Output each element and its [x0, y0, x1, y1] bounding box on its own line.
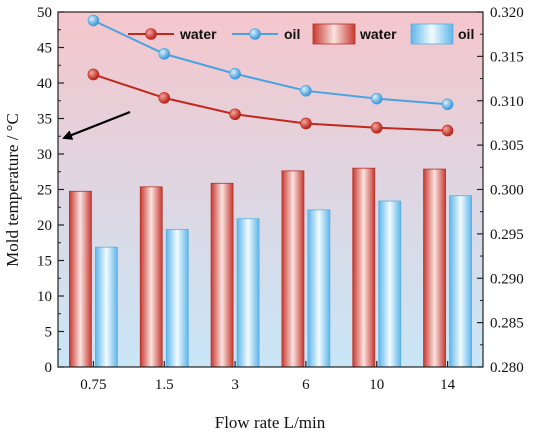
bar-oil-3 — [236, 218, 260, 368]
bar-oil-6 — [307, 209, 331, 368]
bar-water-1.5 — [139, 186, 163, 368]
x-tick-label: 0.75 — [80, 377, 106, 393]
bar-water-10 — [352, 167, 376, 368]
lines-layer — [87, 14, 454, 137]
x-tick-label: 3 — [231, 377, 239, 393]
y2-tick-label: 0.285 — [490, 316, 524, 332]
point-water-3 — [229, 108, 241, 121]
y2-tick-label: 0.280 — [490, 360, 524, 376]
y-tick-label: 0 — [45, 360, 53, 376]
point-oil-10 — [370, 92, 383, 105]
legend-marker-oil — [249, 28, 261, 40]
legend-label-oil: oil — [284, 26, 300, 42]
y-tick-label: 35 — [37, 112, 52, 128]
line-water — [93, 73, 448, 132]
legend: water oil water oil — [128, 23, 474, 45]
line-oil — [92, 19, 448, 106]
y-tick-label: 25 — [37, 183, 52, 199]
x-axis: 0.75 1.5 3 6 10 14 — [80, 361, 456, 393]
legend-marker-water — [145, 28, 157, 40]
legend-label-water: water — [359, 26, 397, 42]
bars-layer — [69, 167, 472, 368]
y-tick-label: 5 — [45, 325, 53, 341]
y2-tick-label: 0.300 — [490, 183, 524, 199]
y2-tick-label: 0.320 — [490, 5, 524, 21]
bar-oil-14 — [449, 195, 472, 368]
x-tick-label: 6 — [302, 377, 310, 393]
y2-tick-label: 0.310 — [490, 94, 524, 110]
bar-water-0.75 — [69, 190, 92, 368]
left-axis: 0 5 10 15 20 25 30 35 40 45 50 — [37, 5, 64, 376]
point-oil-14 — [441, 98, 454, 111]
legend-label-water: water — [179, 26, 217, 42]
point-water-1.5 — [158, 92, 171, 104]
x-tick-label: 14 — [440, 377, 456, 393]
point-oil-6 — [300, 85, 312, 97]
y-tick-label: 20 — [37, 218, 52, 234]
y-tick-label: 15 — [37, 254, 52, 270]
point-water-14 — [441, 124, 454, 137]
y-tick-label: 30 — [37, 147, 52, 163]
point-oil-1.5 — [158, 48, 171, 60]
bar-oil-10 — [378, 200, 402, 368]
y2-tick-label: 0.305 — [490, 138, 524, 154]
y2-tick-label: 0.295 — [490, 227, 524, 243]
annotation-arrow — [62, 110, 131, 140]
right-axis: 0.280 0.285 0.290 0.295 0.300 0.305 0.310 0.315… — [477, 5, 524, 376]
y-tick-label: 10 — [37, 289, 52, 305]
plot-background — [58, 12, 483, 367]
x-tick-label: 10 — [369, 377, 384, 393]
point-water-0.75 — [87, 68, 100, 81]
y-axis-title: Mold temperature / °C — [3, 113, 22, 267]
x-tick-label: 1.5 — [155, 377, 174, 393]
y2-tick-label: 0.315 — [490, 49, 524, 65]
bar-water-6 — [281, 170, 305, 368]
point-water-10 — [370, 121, 383, 134]
x-axis-title: Flow rate L/min — [215, 413, 326, 432]
legend-label-oil: oil — [458, 26, 474, 42]
bar-water-3 — [210, 182, 234, 368]
bar-oil-1.5 — [165, 229, 189, 368]
point-oil-3 — [229, 67, 241, 80]
legend-swatch-water — [312, 23, 356, 45]
point-oil-0.75 — [87, 14, 100, 27]
y2-tick-label: 0.290 — [490, 271, 524, 287]
bar-oil-0.75 — [95, 246, 118, 368]
y-tick-label: 50 — [37, 5, 52, 21]
y-tick-label: 40 — [37, 76, 52, 92]
legend-swatch-oil — [410, 23, 454, 45]
point-water-6 — [300, 117, 312, 130]
y-tick-label: 45 — [37, 41, 52, 57]
bar-water-14 — [423, 168, 446, 368]
